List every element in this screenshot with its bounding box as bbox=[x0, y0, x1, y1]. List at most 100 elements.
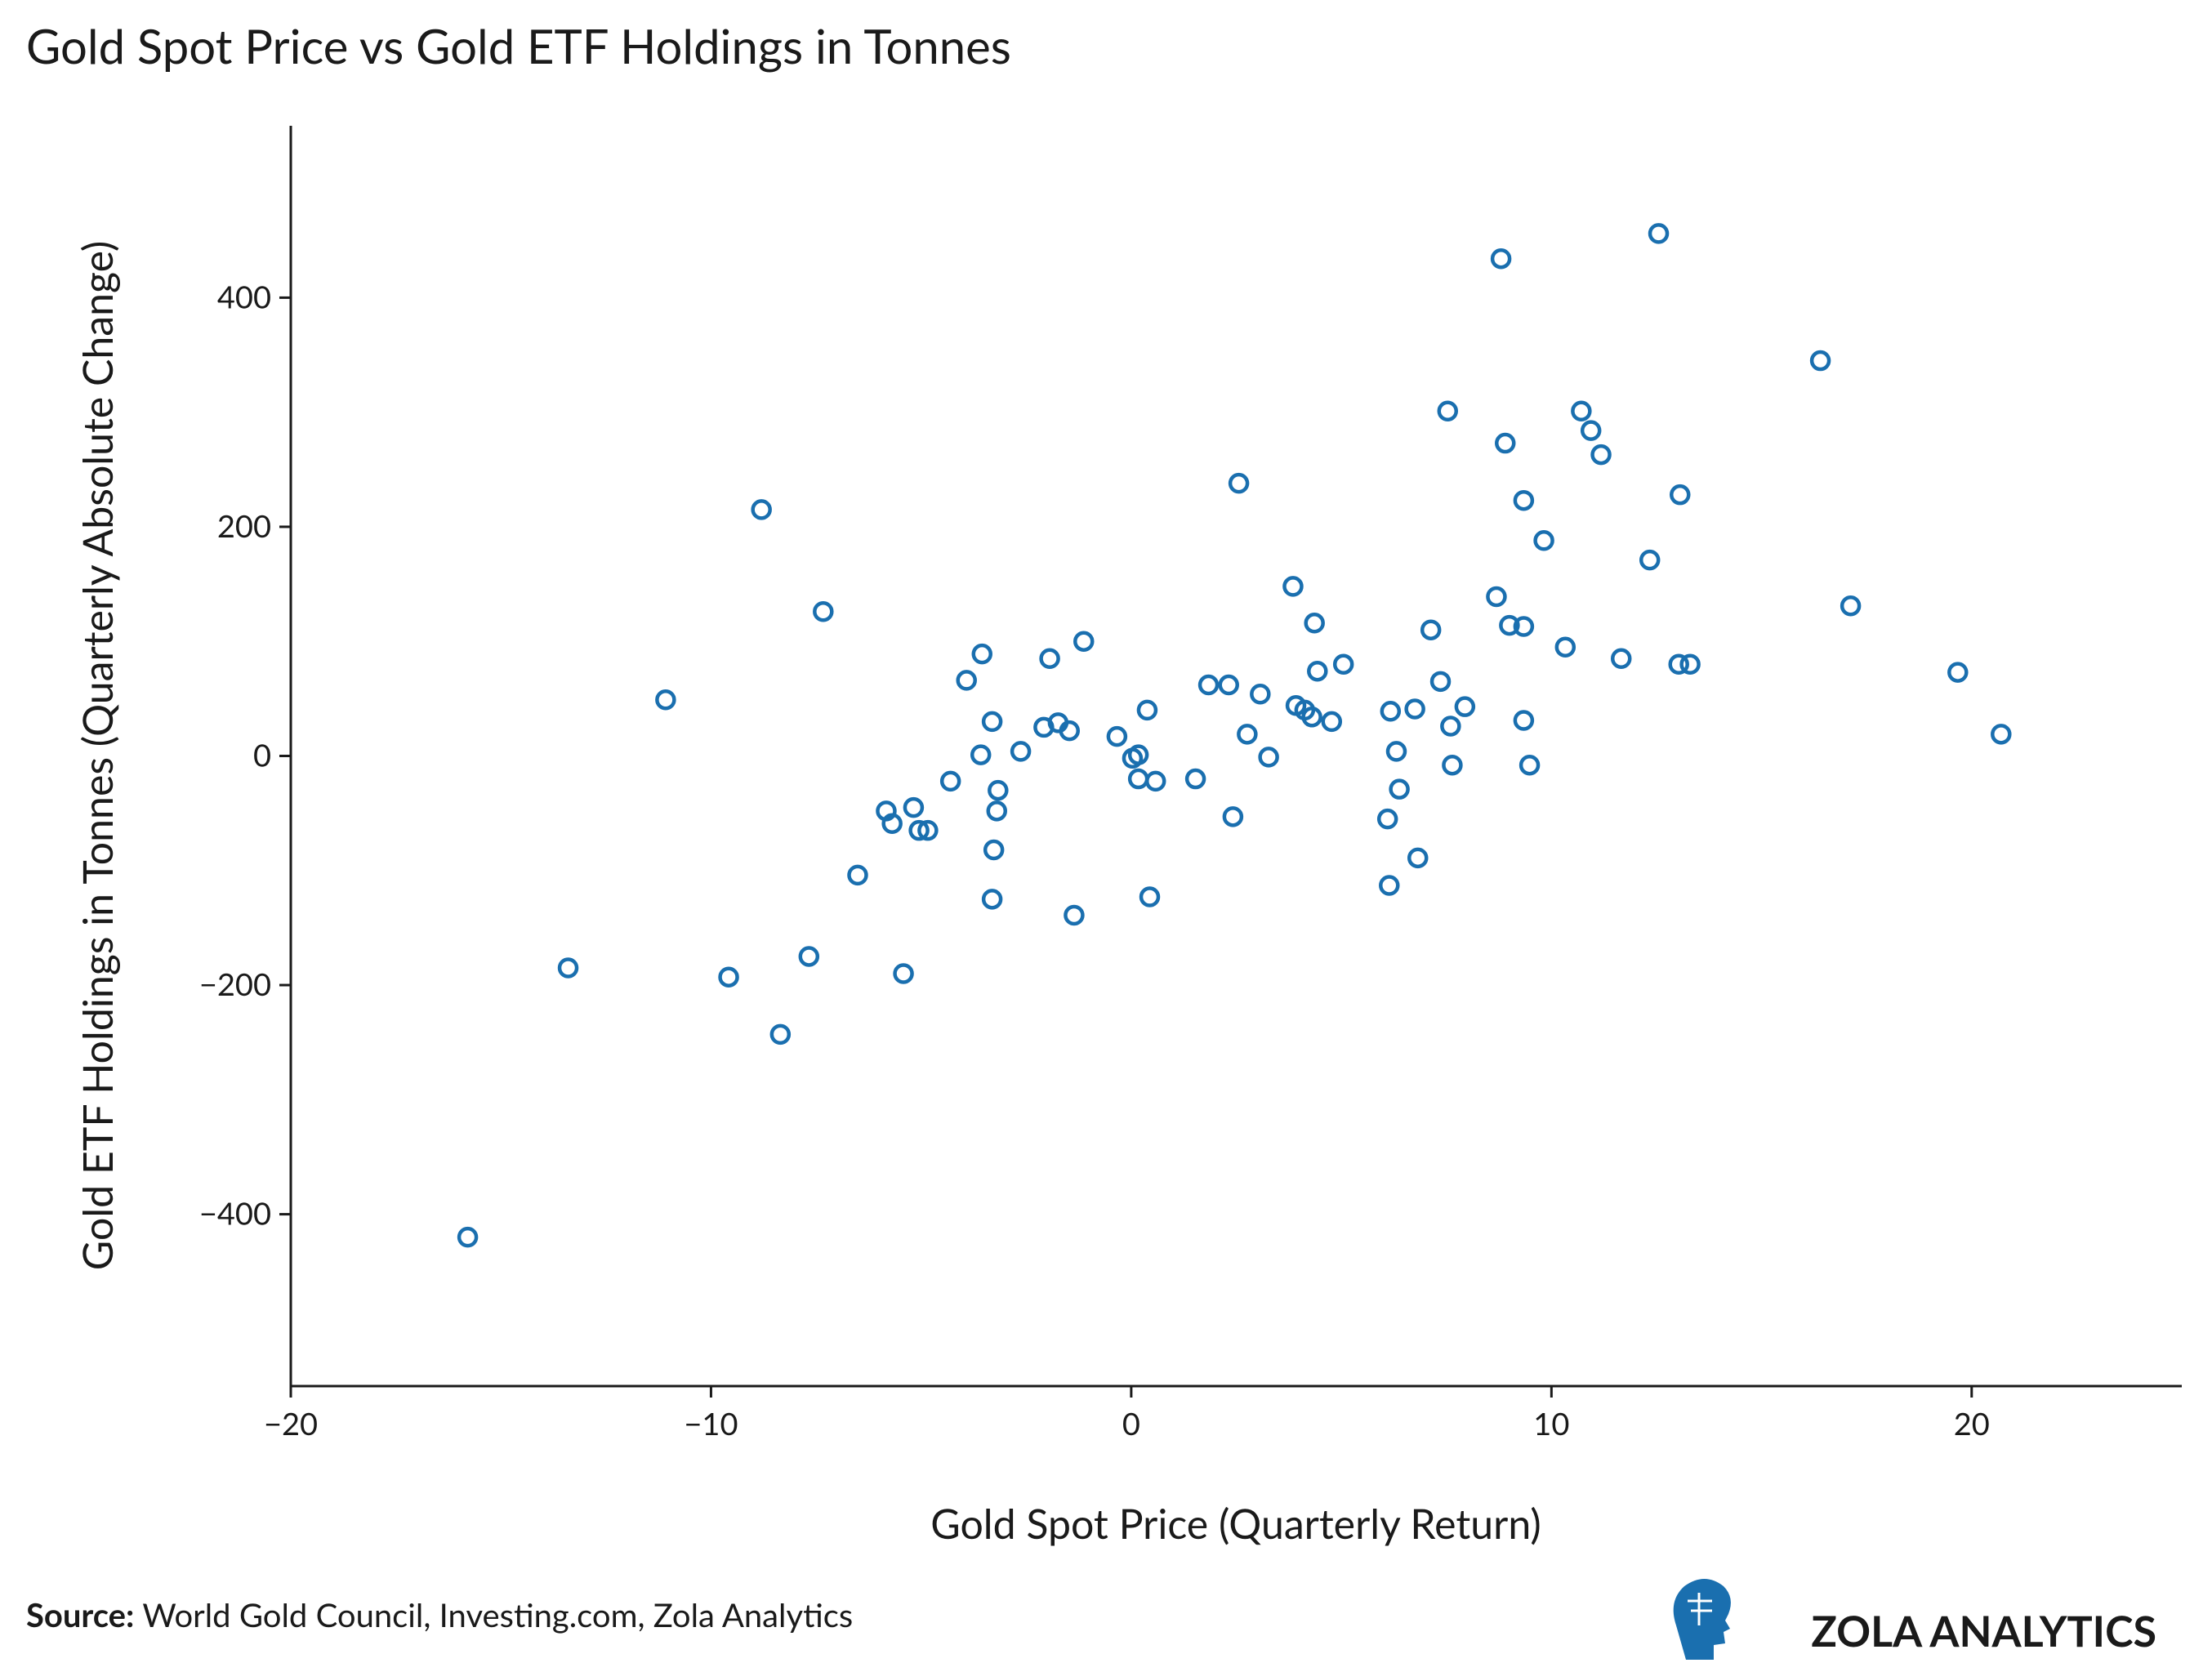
point bbox=[1580, 420, 1602, 441]
point bbox=[1679, 653, 1701, 675]
point bbox=[1010, 741, 1032, 762]
point bbox=[1385, 741, 1407, 762]
chart-title: Gold Spot Price vs Gold ETF Holdings in … bbox=[26, 18, 1011, 74]
point bbox=[983, 839, 1005, 861]
point bbox=[1513, 616, 1535, 637]
point bbox=[1258, 747, 1279, 768]
point bbox=[1454, 696, 1476, 717]
point bbox=[893, 963, 914, 984]
point bbox=[1250, 684, 1271, 705]
point bbox=[798, 946, 820, 967]
point bbox=[1218, 674, 1239, 696]
point bbox=[1840, 595, 1862, 617]
point bbox=[769, 1023, 792, 1046]
point bbox=[1222, 806, 1244, 827]
point bbox=[956, 670, 977, 691]
point bbox=[655, 689, 676, 711]
point bbox=[1064, 904, 1085, 926]
x-axis-label: Gold Spot Price (Quarterly Return) bbox=[930, 1499, 1541, 1548]
point bbox=[981, 889, 1003, 910]
point bbox=[1144, 770, 1166, 792]
point bbox=[986, 800, 1008, 822]
y-tick-label: −200 bbox=[199, 965, 271, 1003]
point bbox=[1237, 724, 1258, 745]
point bbox=[981, 711, 1003, 733]
point bbox=[1513, 710, 1535, 731]
point bbox=[1073, 631, 1095, 652]
point bbox=[1389, 778, 1410, 800]
point bbox=[1440, 716, 1461, 737]
point bbox=[903, 796, 925, 818]
point bbox=[1379, 875, 1400, 896]
source: Source: World Gold Council, Investing.com… bbox=[26, 1595, 853, 1634]
point bbox=[1429, 671, 1452, 693]
point bbox=[1809, 350, 1831, 372]
point bbox=[1127, 768, 1149, 790]
point bbox=[1106, 725, 1128, 747]
y-axis-label: Gold ETF Holdings in Tonnes (Quarterly A… bbox=[73, 241, 122, 1270]
point bbox=[1590, 444, 1612, 466]
point bbox=[971, 643, 993, 665]
point bbox=[1554, 636, 1576, 658]
point bbox=[917, 819, 939, 841]
point bbox=[1486, 586, 1507, 608]
point bbox=[988, 779, 1009, 801]
point bbox=[1228, 472, 1250, 494]
y-tick-label: 400 bbox=[217, 278, 271, 315]
point bbox=[1407, 847, 1429, 869]
point bbox=[1533, 530, 1554, 551]
y-tick-label: 200 bbox=[217, 507, 271, 545]
source-text: World Gold Council, Investing.com, Zola … bbox=[142, 1595, 853, 1634]
x-tick-label: −10 bbox=[684, 1405, 738, 1442]
point bbox=[1668, 653, 1689, 675]
point bbox=[1442, 754, 1463, 776]
x-tick-label: −20 bbox=[264, 1405, 318, 1442]
point bbox=[939, 770, 961, 792]
point bbox=[1380, 701, 1402, 722]
point bbox=[1513, 489, 1535, 511]
point bbox=[1376, 808, 1398, 830]
point bbox=[1307, 660, 1328, 682]
point bbox=[1321, 711, 1343, 733]
source-label: Source: bbox=[26, 1595, 134, 1634]
point bbox=[557, 957, 579, 979]
brand: ZOLA ANALYTICS bbox=[1811, 1606, 2156, 1656]
x-tick-label: 10 bbox=[1533, 1405, 1569, 1442]
x-tick-label: 0 bbox=[1122, 1405, 1140, 1442]
point bbox=[1059, 720, 1081, 742]
logo-detail bbox=[1688, 1593, 1712, 1625]
point bbox=[908, 819, 930, 841]
point bbox=[1420, 619, 1442, 640]
point bbox=[1136, 699, 1158, 721]
point bbox=[1494, 432, 1516, 454]
logo-icon bbox=[1673, 1579, 1731, 1660]
point bbox=[718, 966, 739, 988]
point bbox=[1197, 674, 1220, 696]
brand-logo bbox=[1673, 1579, 1731, 1660]
point bbox=[1947, 662, 1969, 683]
point bbox=[751, 499, 772, 520]
point bbox=[1139, 886, 1161, 907]
point bbox=[1184, 768, 1206, 790]
point bbox=[1332, 653, 1354, 675]
point bbox=[1571, 400, 1592, 422]
point bbox=[1304, 613, 1325, 634]
y-tick-label: 0 bbox=[253, 737, 271, 774]
point bbox=[1490, 247, 1512, 270]
point bbox=[847, 864, 868, 886]
point bbox=[1499, 614, 1520, 636]
point bbox=[1648, 223, 1670, 244]
point bbox=[1039, 648, 1060, 670]
point bbox=[1127, 744, 1149, 765]
point bbox=[1301, 707, 1322, 728]
point bbox=[1610, 648, 1632, 670]
point bbox=[1670, 484, 1691, 506]
point bbox=[881, 813, 903, 835]
point bbox=[1282, 576, 1304, 597]
x-tick-label: 20 bbox=[1954, 1405, 1990, 1442]
point bbox=[1404, 698, 1425, 720]
y-tick-label: −400 bbox=[199, 1195, 271, 1233]
point bbox=[457, 1226, 479, 1248]
point bbox=[1991, 724, 2012, 745]
